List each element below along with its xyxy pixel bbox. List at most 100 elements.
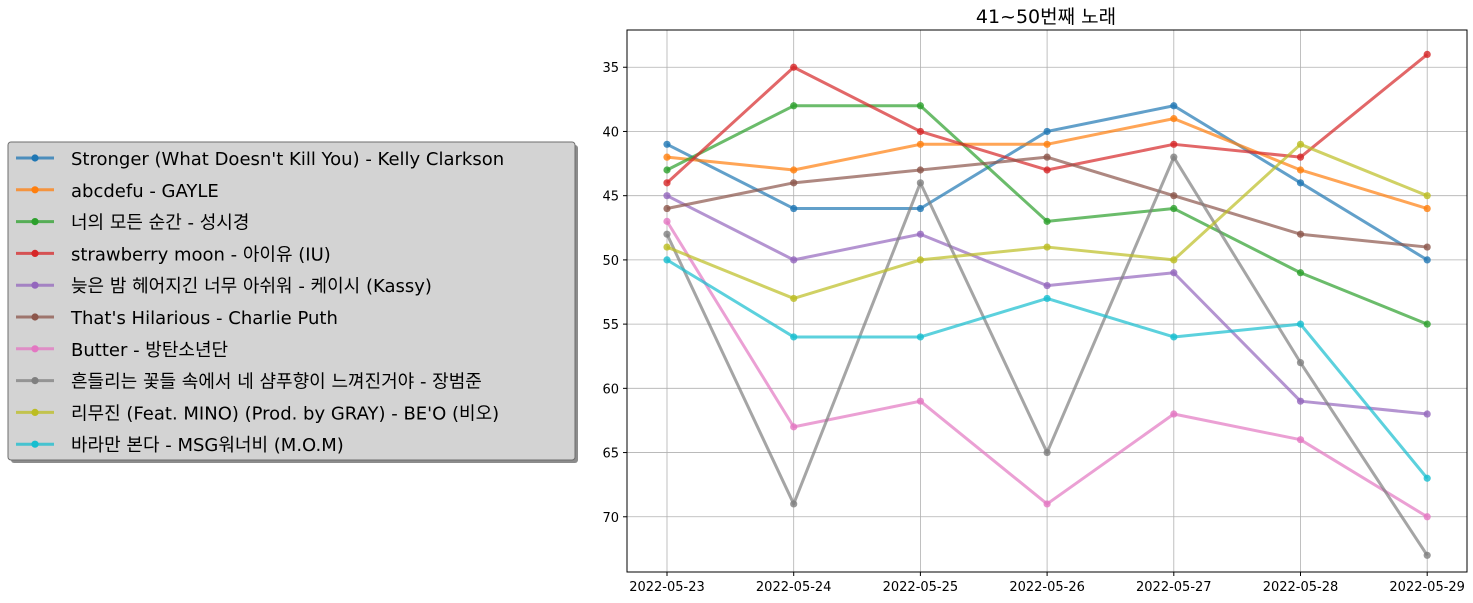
legend-item: That's Hilarious - Charlie Puth xyxy=(16,308,338,329)
data-point xyxy=(1043,294,1051,303)
data-point xyxy=(790,63,798,71)
data-point xyxy=(1043,243,1051,251)
legend-marker xyxy=(31,313,39,321)
legend-item: 흔들리는 꽃들 속에서 네 샴푸향이 느껴진거야 - 장범준 xyxy=(16,372,482,393)
legend-item: 늦은 밤 헤어지긴 너무 아쉬워 - 케이시 (Kassy) xyxy=(16,276,432,297)
legend-item: 바라만 본다 - MSG워너비 (M.O.M) xyxy=(16,435,344,456)
legend-item: 너의 모든 순간 - 성시경 xyxy=(16,213,249,234)
data-point xyxy=(663,204,671,213)
data-point xyxy=(790,179,798,187)
legend-item: Butter - 방탄소년단 xyxy=(16,340,228,361)
series-3 xyxy=(663,102,1431,328)
legend-marker xyxy=(31,440,39,448)
y-tick-label: 70 xyxy=(602,511,619,526)
x-tick-label: 2022-05-27 xyxy=(1136,580,1212,595)
data-point xyxy=(790,204,798,213)
data-point xyxy=(1170,256,1178,264)
legend-label: 늦은 밤 헤어지긴 너무 아쉬워 - 케이시 (Kassy) xyxy=(71,276,432,297)
x-tick-label: 2022-05-24 xyxy=(756,580,832,595)
data-point xyxy=(1423,474,1431,482)
data-point xyxy=(1043,127,1051,136)
data-point xyxy=(1296,269,1305,277)
data-point xyxy=(916,204,925,213)
data-point xyxy=(1043,140,1051,148)
y-tick-label: 65 xyxy=(602,447,619,462)
data-point xyxy=(1423,192,1431,200)
x-tick-label: 2022-05-28 xyxy=(1263,580,1339,595)
data-point xyxy=(790,333,798,341)
data-point xyxy=(1296,320,1305,328)
data-point xyxy=(1043,217,1051,225)
series-9 xyxy=(663,140,1431,303)
data-point xyxy=(1170,115,1178,123)
data-point xyxy=(1423,551,1431,559)
y-tick-label: 60 xyxy=(602,382,619,397)
data-point xyxy=(916,102,925,110)
data-point xyxy=(916,256,925,264)
legend-label: That's Hilarious - Charlie Puth xyxy=(70,308,338,329)
legend: Stronger (What Doesn't Kill You) - Kelly… xyxy=(7,141,578,463)
data-point xyxy=(1296,436,1305,444)
x-axis: 2022-05-23 2022-05-24 2022-05-25 2022-05-26… xyxy=(629,572,1465,595)
data-point xyxy=(1170,204,1178,213)
data-point xyxy=(916,230,925,238)
data-point xyxy=(663,192,671,200)
legend-marker xyxy=(31,408,39,416)
data-point xyxy=(1043,166,1051,174)
legend-label: 바라만 본다 - MSG워너비 (M.O.M) xyxy=(71,435,344,456)
data-point xyxy=(1423,256,1431,264)
legend-item: abcdefu - GAYLE xyxy=(16,181,219,202)
chart-title: 41~50번째 노래 xyxy=(976,6,1116,28)
data-point xyxy=(790,423,798,431)
data-point xyxy=(1170,102,1178,110)
data-point xyxy=(790,500,798,508)
legend-item: 리무진 (Feat. MINO) (Prod. by GRAY) - BE'O … xyxy=(16,403,499,424)
legend-item: Stronger (What Doesn't Kill You) - Kelly… xyxy=(16,149,504,170)
data-point xyxy=(1296,230,1305,238)
y-tick-label: 45 xyxy=(602,190,619,205)
legend-marker xyxy=(31,345,39,353)
legend-label: abcdefu - GAYLE xyxy=(71,181,219,202)
series-1 xyxy=(663,102,1431,264)
series-10 xyxy=(663,256,1431,482)
data-point xyxy=(1423,513,1431,521)
data-point xyxy=(790,102,798,110)
legend-marker xyxy=(31,154,39,162)
data-point xyxy=(1043,448,1051,457)
series-7 xyxy=(663,217,1431,521)
series-2 xyxy=(663,115,1431,213)
x-tick-label: 2022-05-29 xyxy=(1389,580,1465,595)
data-point xyxy=(663,166,671,174)
data-point xyxy=(1170,333,1178,341)
legend-label: Butter - 방탄소년단 xyxy=(71,340,228,361)
data-point xyxy=(1296,179,1305,187)
series-5 xyxy=(663,192,1431,418)
data-point xyxy=(1296,397,1305,405)
data-point xyxy=(1043,153,1051,161)
legend-marker xyxy=(31,249,39,257)
legend-label: Stronger (What Doesn't Kill You) - Kelly… xyxy=(71,149,504,170)
series-6 xyxy=(663,153,1431,251)
data-point xyxy=(1170,140,1178,148)
data-point xyxy=(790,166,798,174)
y-tick-label: 40 xyxy=(602,125,619,140)
legend-label: 너의 모든 순간 - 성시경 xyxy=(71,213,249,234)
y-tick-label: 50 xyxy=(602,254,619,269)
data-point xyxy=(916,127,925,136)
legend-frame xyxy=(7,141,576,461)
legend-marker xyxy=(31,186,39,194)
legend-label: 흔들리는 꽃들 속에서 네 샴푸향이 느껴진거야 - 장범준 xyxy=(71,372,482,393)
x-tick-label: 2022-05-23 xyxy=(629,580,705,595)
legend-label: strawberry moon - 아이유 (IU) xyxy=(71,244,331,265)
legend-marker xyxy=(31,377,39,385)
data-point xyxy=(916,397,925,405)
data-point xyxy=(790,256,798,264)
data-point xyxy=(1043,500,1051,508)
series-8 xyxy=(663,153,1431,559)
data-point xyxy=(1170,269,1178,277)
data-point xyxy=(1423,204,1431,213)
data-point xyxy=(916,166,925,174)
y-axis: 35 40 45 50 55 60 65 70 xyxy=(602,61,627,526)
data-point xyxy=(663,179,671,187)
